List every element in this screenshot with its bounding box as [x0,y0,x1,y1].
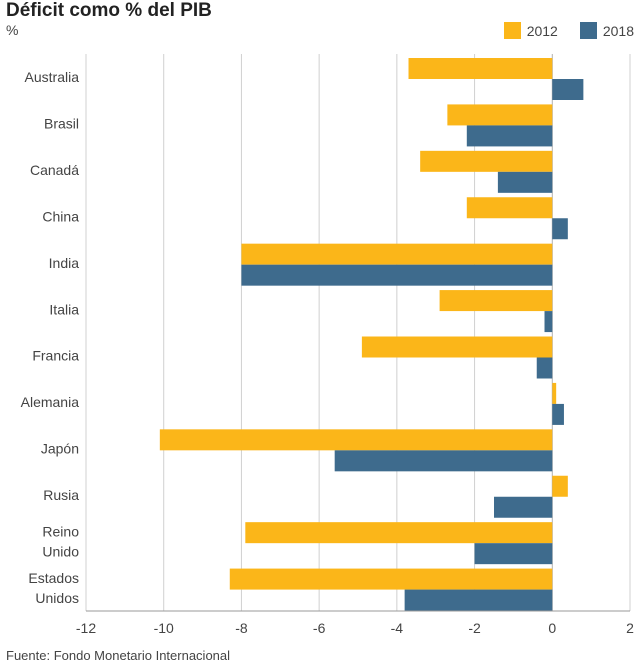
bar-2018 [552,79,584,100]
source-note: Fuente: Fondo Monetario Internacional [6,648,231,663]
bar-2018 [334,450,553,472]
category-label: Brasil [44,116,79,132]
bar-2012 [159,429,553,451]
category-label: Australia [25,69,80,85]
bar-2012 [466,197,553,219]
bar-2018 [474,543,553,565]
unit-label: % [6,22,19,38]
bar-2012 [241,243,553,265]
bar-2018 [552,403,564,425]
category-label: Japón [41,441,79,457]
bar-2012 [552,382,557,404]
x-tick-label: -6 [313,620,326,636]
bar-2018 [494,496,553,518]
bar-2018 [497,171,553,193]
bar-2012 [408,58,553,79]
bar-2012 [361,336,553,358]
x-tick-label: -12 [76,620,96,636]
x-tick-label: -2 [468,620,481,636]
x-tick-label: 0 [548,620,556,636]
bar-2018 [466,125,553,147]
legend-item-2018: 2018 [579,22,634,39]
bar-2012 [439,290,553,312]
legend-swatch-2018 [579,22,597,39]
x-tick-label: -4 [391,620,404,636]
category-label: Alemania [21,394,80,410]
bar-2018 [536,357,553,379]
bar-2018 [241,264,553,286]
bar-2012 [229,568,553,590]
bar-2018 [544,311,553,333]
category-label: Unidos [35,590,79,606]
legend-label-2012: 2012 [526,22,558,39]
category-label: Rusia [43,487,79,503]
x-tick-label: -8 [235,620,248,636]
category-label: Italia [49,301,79,317]
bar-2018 [404,589,553,611]
chart-title: Déficit como % del PIB [6,0,212,21]
bar-2012 [420,150,553,172]
legend-label-2018: 2018 [602,22,634,39]
category-label: Estados [28,570,79,586]
category-label: Francia [32,348,79,364]
bar-2018 [552,218,568,240]
category-label: Reino [42,523,79,539]
category-label: Unido [42,543,79,559]
category-label: Canadá [30,162,79,178]
category-label: China [42,208,79,224]
x-tick-label: 2 [626,620,634,636]
legend: 2012 2018 [482,22,634,39]
legend-item-2012: 2012 [503,22,558,39]
legend-swatch-2012 [503,22,521,39]
bar-2012 [552,475,568,497]
bar-2012 [447,104,553,126]
x-tick-label: -10 [154,620,174,636]
bar-2012 [245,522,553,544]
category-label: India [49,255,80,271]
